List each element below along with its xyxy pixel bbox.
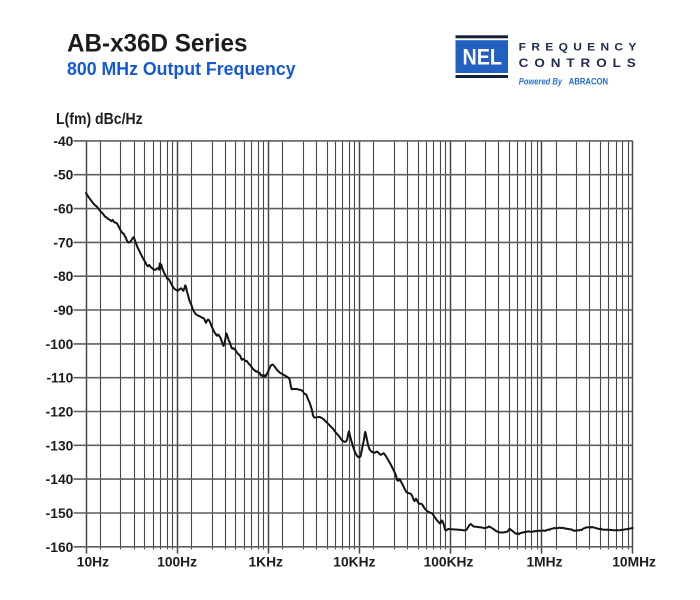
svg-text:L(fm) dBc/Hz: L(fm) dBc/Hz: [56, 111, 143, 128]
svg-text:-120: -120: [46, 405, 74, 420]
svg-text:-100: -100: [46, 337, 74, 352]
svg-text:1KHz: 1KHz: [248, 555, 283, 570]
svg-text:-140: -140: [46, 472, 74, 487]
svg-text:ABRACON: ABRACON: [569, 76, 608, 87]
svg-text:10Hz: 10Hz: [77, 555, 109, 570]
svg-text:-50: -50: [53, 168, 73, 183]
svg-text:Powered By: Powered By: [519, 76, 563, 86]
svg-text:NEL: NEL: [463, 45, 503, 70]
svg-text:FREQUENCY: FREQUENCY: [519, 41, 642, 53]
svg-text:-160: -160: [46, 540, 74, 555]
svg-text:-80: -80: [53, 269, 73, 284]
svg-text:CONTROLS: CONTROLS: [519, 56, 642, 70]
svg-text:800 MHz Output Frequency: 800 MHz Output Frequency: [67, 59, 296, 79]
svg-text:-130: -130: [46, 438, 74, 453]
svg-text:-40: -40: [53, 134, 73, 149]
svg-text:AB-x36D Series: AB-x36D Series: [67, 30, 248, 58]
svg-text:100KHz: 100KHz: [424, 555, 474, 570]
svg-text:10KHz: 10KHz: [333, 555, 375, 570]
svg-text:10MHz: 10MHz: [612, 555, 656, 570]
svg-text:-70: -70: [53, 235, 73, 250]
svg-text:-60: -60: [53, 202, 73, 217]
svg-text:-110: -110: [46, 371, 73, 386]
svg-text:-150: -150: [46, 506, 74, 521]
svg-text:1MHz: 1MHz: [526, 555, 562, 570]
svg-text:-90: -90: [53, 303, 73, 318]
svg-text:100Hz: 100Hz: [157, 555, 197, 570]
